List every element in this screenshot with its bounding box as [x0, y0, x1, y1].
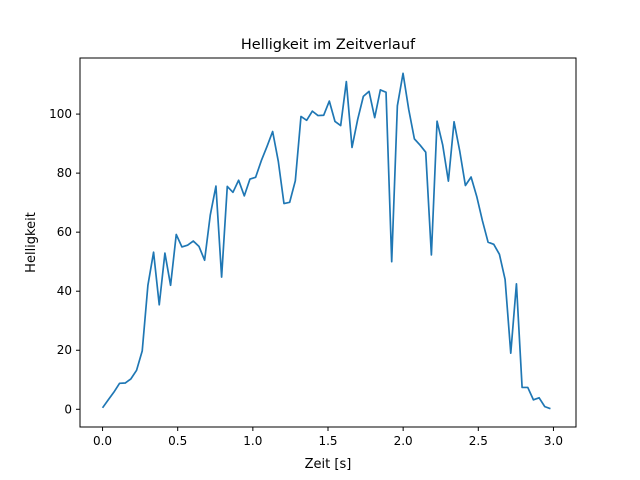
plot-area: [101, 72, 551, 410]
x-axis-label: Zeit [s]: [305, 457, 352, 472]
y-tick-label: 20: [57, 343, 72, 357]
series-line: [101, 72, 551, 410]
x-tick-label: 1.5: [318, 434, 337, 448]
y-tick-label: 100: [49, 107, 72, 121]
y-axis-label: Helligkeit: [24, 212, 39, 273]
x-tick-label: 0.0: [93, 434, 112, 448]
y-tick-label: 40: [57, 284, 72, 298]
x-tick-label: 1.0: [243, 434, 262, 448]
x-tick-label: 2.0: [394, 434, 413, 448]
y-tick-label: 0: [64, 402, 72, 416]
y-axis: 0 20 40 60 80 100: [49, 107, 80, 416]
x-tick-label: 3.0: [544, 434, 563, 448]
y-tick-label: 80: [57, 166, 72, 180]
x-axis: 0.0 0.5 1.0 1.5 2.0 2.5 3.0: [93, 427, 563, 448]
x-tick-label: 2.5: [469, 434, 488, 448]
x-tick-label: 0.5: [168, 434, 187, 448]
chart-title: Helligkeit im Zeitverlauf: [241, 37, 416, 53]
y-tick-label: 60: [57, 225, 72, 239]
